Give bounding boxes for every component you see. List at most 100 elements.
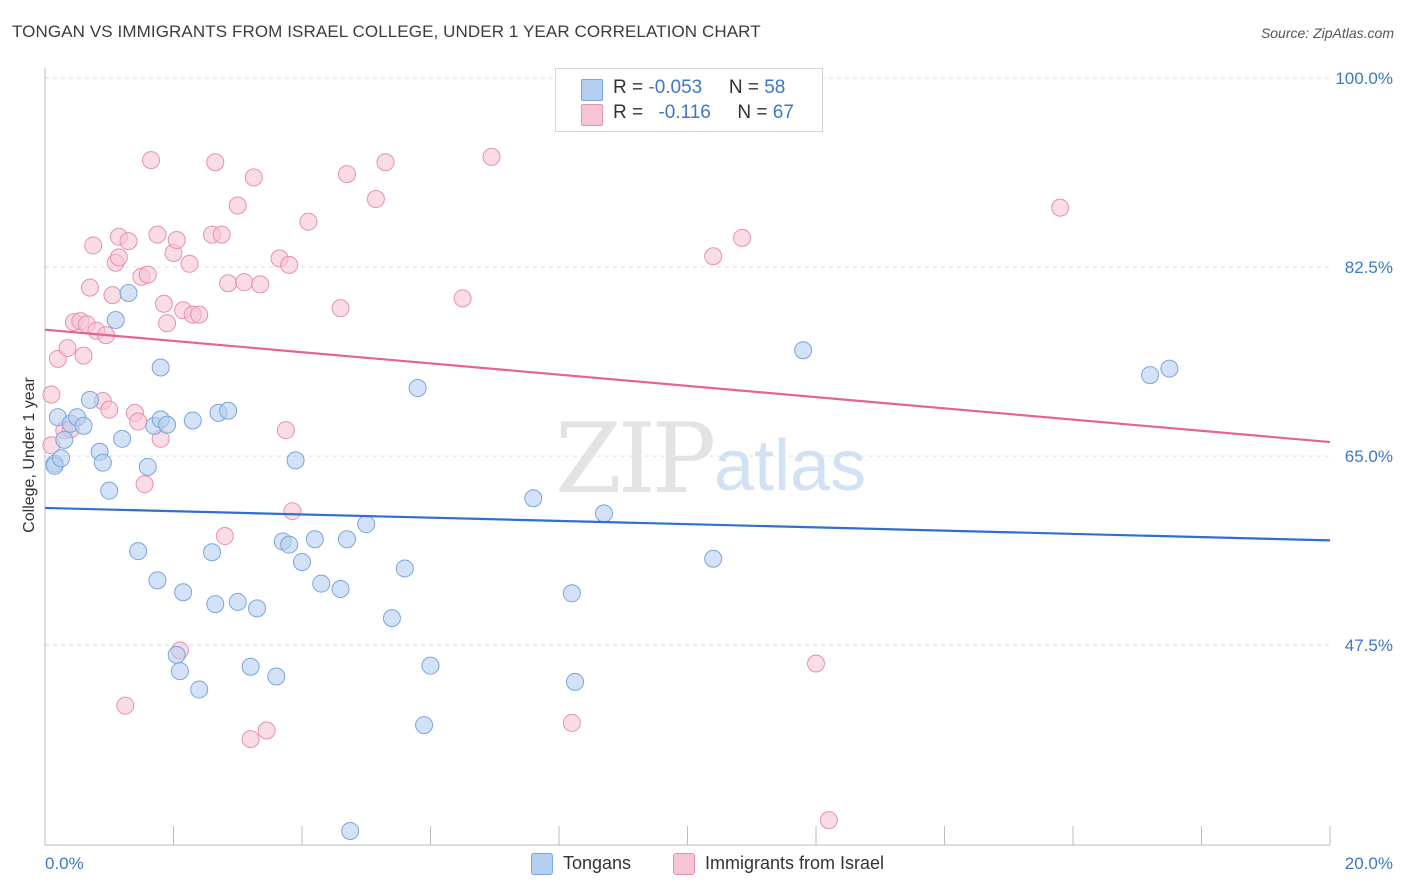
data-point-israel	[158, 314, 177, 333]
n-label: N =	[737, 102, 773, 123]
watermark-atlas: atlas	[714, 426, 866, 506]
trend-lines	[44, 328, 1331, 542]
x-tick-label: 0.0%	[45, 854, 84, 873]
data-point-israel	[80, 278, 99, 297]
data-point-tongans	[241, 657, 260, 676]
data-point-israel	[215, 527, 234, 546]
n-value-tongans: 58	[764, 77, 786, 98]
data-point-tongans	[167, 645, 186, 664]
data-point-israel	[129, 412, 148, 431]
data-point-tongans	[312, 574, 331, 593]
data-point-tongans	[594, 504, 613, 523]
data-point-israel	[109, 248, 128, 267]
data-point-israel	[337, 165, 356, 184]
data-point-tongans	[1160, 359, 1179, 378]
data-point-tongans	[305, 530, 324, 549]
n-label: N =	[728, 77, 765, 98]
data-point-israel	[119, 232, 138, 251]
data-point-tongans	[794, 341, 813, 360]
data-point-tongans	[80, 390, 99, 409]
source-label: Source: ZipAtlas.com	[1260, 25, 1394, 41]
r-value-tongans: -0.053	[648, 77, 703, 98]
data-point-israel	[167, 231, 186, 250]
r-label: R =	[613, 102, 649, 123]
y-tick-label: 82.5%	[1345, 258, 1393, 277]
data-point-israel	[235, 273, 254, 292]
data-point-tongans	[337, 530, 356, 549]
series-tongans-points	[45, 283, 1179, 840]
watermark: ZIP atlas	[555, 403, 866, 515]
data-point-tongans	[524, 489, 543, 508]
data-point-israel	[299, 212, 318, 231]
data-point-tongans	[415, 716, 434, 735]
data-point-israel	[562, 713, 581, 732]
data-point-israel	[283, 502, 302, 521]
r-value-israel: -0.116	[658, 102, 711, 123]
data-point-israel	[807, 654, 825, 673]
data-point-israel	[228, 196, 247, 215]
legend-swatch-israel	[581, 104, 603, 126]
data-point-israel	[257, 721, 276, 740]
data-point-tongans	[138, 457, 157, 476]
data-point-israel	[453, 289, 472, 308]
grid-lines	[45, 77, 1330, 646]
data-point-israel	[138, 265, 157, 284]
data-point-israel	[190, 305, 209, 324]
data-point-israel	[219, 274, 238, 293]
data-point-israel	[154, 294, 173, 313]
data-point-tongans	[280, 535, 299, 554]
data-point-tongans	[395, 559, 414, 578]
data-point-tongans	[100, 481, 119, 500]
legend-swatch-tongans	[581, 79, 603, 101]
data-point-tongans	[562, 584, 581, 603]
data-point-tongans	[704, 549, 723, 568]
data-point-tongans	[206, 595, 225, 614]
data-point-tongans	[113, 429, 132, 448]
data-point-israel	[100, 400, 119, 419]
data-point-israel	[482, 147, 501, 166]
data-point-israel	[148, 225, 167, 244]
data-point-tongans	[158, 415, 177, 434]
y-tick-label: 100.0%	[1335, 69, 1393, 88]
data-point-tongans	[421, 656, 440, 675]
data-point-tongans	[228, 592, 247, 611]
data-point-tongans	[190, 680, 209, 699]
data-point-tongans	[170, 662, 189, 681]
data-point-israel	[276, 421, 295, 440]
data-point-israel	[376, 153, 395, 172]
data-point-tongans	[382, 609, 401, 628]
y-tick-label: 65.0%	[1345, 447, 1393, 466]
axes	[44, 68, 1331, 846]
data-point-tongans	[357, 515, 376, 534]
data-point-israel	[366, 189, 385, 208]
data-point-israel	[244, 168, 263, 187]
data-point-tongans	[219, 401, 238, 420]
data-point-tongans	[129, 542, 148, 561]
legend-label-israel: Immigrants from Israel	[705, 853, 885, 873]
data-point-israel	[1051, 198, 1070, 217]
n-value-israel: 67	[772, 102, 794, 123]
y-tick-labels: 47.5% 65.0% 82.5% 100.0%	[1335, 69, 1393, 655]
data-point-israel	[280, 255, 299, 274]
data-point-tongans	[148, 571, 167, 590]
data-point-tongans	[52, 449, 71, 468]
data-point-israel	[42, 385, 61, 404]
data-point-tongans	[286, 451, 305, 470]
data-point-tongans	[93, 453, 112, 472]
data-point-israel	[58, 339, 77, 358]
chart-title: TONGAN VS IMMIGRANTS FROM ISRAEL COLLEGE…	[12, 22, 761, 41]
data-point-israel	[142, 151, 161, 170]
data-point-israel	[331, 299, 350, 318]
data-point-israel	[206, 153, 225, 172]
legend-swatch-israel	[673, 853, 695, 875]
data-point-tongans	[331, 579, 350, 598]
data-point-tongans	[55, 430, 74, 449]
correlation-legend: R = -0.053 N = 58 R = -0.116 N = 67	[555, 68, 823, 132]
legend-label-tongans: Tongans	[563, 853, 632, 873]
data-point-tongans	[151, 358, 170, 377]
y-tick-label: 47.5%	[1345, 636, 1393, 655]
data-point-israel	[103, 286, 122, 305]
y-axis-title: College, Under 1 year	[21, 377, 38, 533]
data-point-israel	[733, 228, 752, 247]
